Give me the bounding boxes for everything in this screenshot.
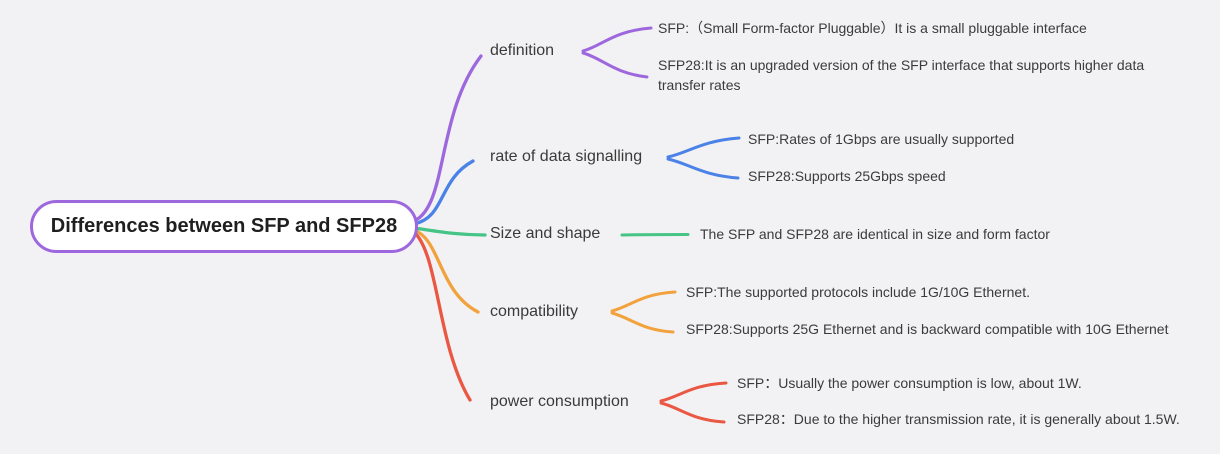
branch-curve-rate [412,159,475,226]
leaf-rate-sfp[interactable]: SFP:Rates of 1Gbps are usually supported [748,131,1015,147]
branch-label-definition[interactable]: definition [490,42,555,59]
leaf-compatibility-sfp28[interactable]: SFP28:Supports 25G Ethernet and is backw… [686,321,1169,337]
branch-curve-size [412,226,487,237]
branch-label-size[interactable]: Size and shape [490,225,601,242]
leaf-power-sfp28[interactable]: SFP28：Due to the higher transmission rat… [737,411,1180,427]
leaf-power-sfp[interactable]: SFP：Usually the power consumption is low… [737,375,1082,391]
leaf-compatibility-sfp[interactable]: SFP:The supported protocols include 1G/1… [686,284,1030,300]
leaf-definition-sfp28[interactable]: SFP28:It is an upgraded version of the S… [658,57,1145,93]
fork-power-upper [659,381,728,403]
branch-curve-definition [412,54,483,223]
connector-size [620,233,690,237]
fork-power-lower [659,401,726,424]
branch-label-compatibility[interactable]: compatibility [490,303,579,320]
fork-compatibility-upper [610,290,677,313]
branch-label-rate[interactable]: rate of data signalling [490,148,643,165]
leaf-size[interactable]: The SFP and SFP28 are identical in size … [700,226,1050,242]
root-node[interactable]: Differences between SFP and SFP28 [30,200,418,253]
branch-curve-power [412,230,472,402]
leaf-rate-sfp28[interactable]: SFP28:Supports 25Gbps speed [748,168,946,184]
branch-label-power[interactable]: power consumption [490,393,629,410]
fork-definition-lower [581,51,649,79]
fork-compatibility-lower [610,311,675,334]
fork-rate-lower [666,157,740,180]
fork-rate-upper [666,136,741,159]
fork-definition-upper [581,26,653,53]
branch-curve-compatibility [412,228,480,314]
leaf-definition-sfp[interactable]: SFP:（Small Form-factor Pluggable）It is a… [658,20,1087,36]
